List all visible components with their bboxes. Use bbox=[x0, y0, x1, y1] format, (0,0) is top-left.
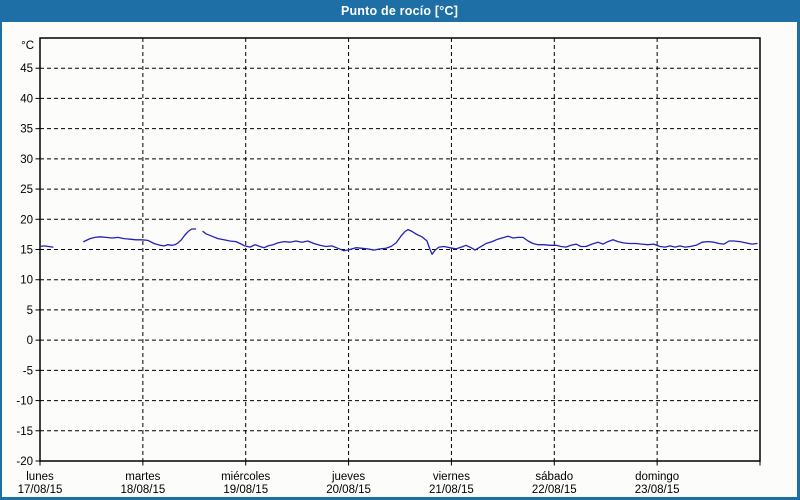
y-tick-label: 0 bbox=[27, 335, 33, 347]
day-date-label: 19/08/15 bbox=[223, 484, 268, 496]
day-name-label: jueves bbox=[331, 471, 365, 483]
y-tick-label: -10 bbox=[16, 396, 33, 408]
day-date-label: 23/08/15 bbox=[635, 484, 680, 496]
y-tick-label: 10 bbox=[20, 275, 33, 287]
day-name-label: miércoles bbox=[221, 471, 270, 483]
y-tick-label: 20 bbox=[20, 214, 33, 226]
y-tick-label: -20 bbox=[16, 456, 33, 468]
y-tick-label: 5 bbox=[27, 305, 33, 317]
day-name-label: sábado bbox=[535, 471, 573, 483]
day-name-label: viernes bbox=[433, 471, 470, 483]
dewpoint-series-line-segment-2 bbox=[83, 228, 197, 247]
day-date-label: 17/08/15 bbox=[18, 484, 63, 496]
y-tick-label: 15 bbox=[20, 245, 33, 257]
chart-title: Punto de rocío [°C] bbox=[340, 4, 459, 18]
y-tick-label: 45 bbox=[20, 63, 33, 75]
day-name-label: domingo bbox=[635, 471, 679, 483]
chart-title-bar: Punto de rocío [°C] bbox=[2, 0, 797, 22]
dewpoint-series-line-segment-3 bbox=[202, 228, 758, 255]
dewpoint-series-line-segment-1 bbox=[39, 245, 54, 248]
y-tick-label: 30 bbox=[20, 154, 33, 166]
y-tick-label: 25 bbox=[20, 184, 33, 196]
plot-frame bbox=[39, 37, 761, 462]
chart-canvas: 45 40 35 30 25 20 15 10 5 0 -5 -10 -15 -20 °C lunes17/0… bbox=[16, 37, 761, 496]
day-date-label: 18/08/15 bbox=[120, 484, 165, 496]
day-name-label: martes bbox=[125, 471, 160, 483]
y-tick-label: 35 bbox=[20, 124, 33, 136]
chart-area: 45 40 35 30 25 20 15 10 5 0 -5 -10 -15 -20 °C lunes 17/0… bbox=[2, 22, 797, 497]
day-date-label: 22/08/15 bbox=[532, 484, 577, 496]
y-tick-label: -5 bbox=[23, 365, 33, 377]
y-tick-label: 40 bbox=[20, 93, 33, 105]
day-date-label: 21/08/15 bbox=[429, 484, 474, 496]
y-tick-label: -15 bbox=[16, 426, 33, 438]
y-axis-unit-label: °C bbox=[21, 40, 34, 52]
day-name-label: lunes bbox=[26, 471, 54, 483]
day-date-label: 20/08/15 bbox=[326, 484, 371, 496]
